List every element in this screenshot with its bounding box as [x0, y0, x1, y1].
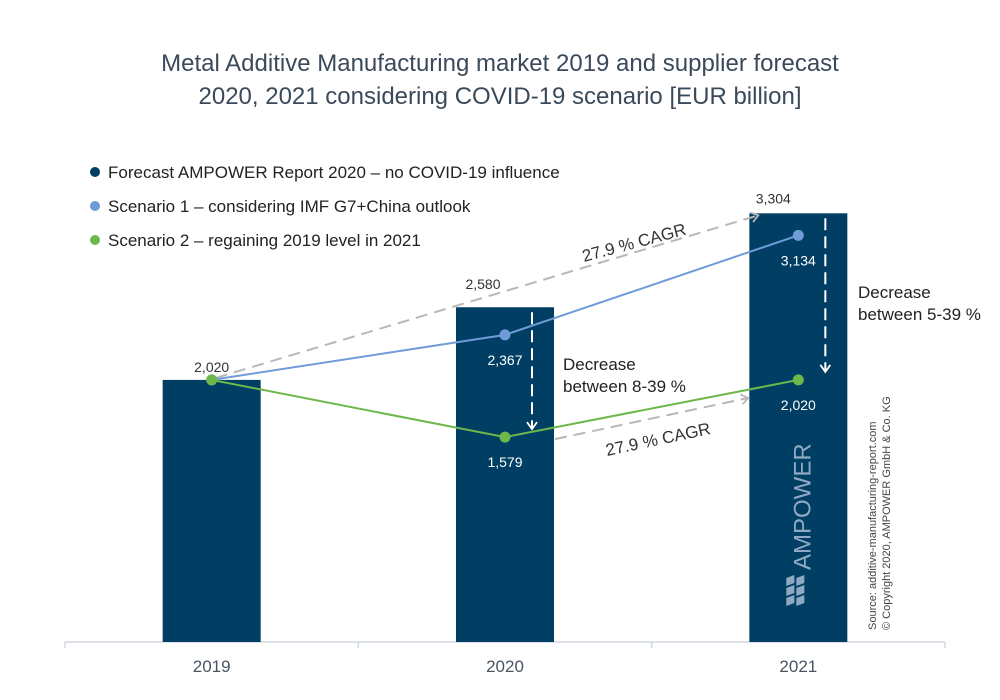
data-label: 2,580	[465, 276, 500, 292]
legend-entry: Scenario 2 – regaining 2019 level in 202…	[108, 231, 421, 250]
legend-marker	[90, 201, 100, 211]
bar-2021	[749, 213, 848, 642]
x-tick-label: 2021	[779, 657, 817, 676]
data-label: 2,367	[487, 352, 522, 368]
chart-title-line-1: Metal Additive Manufacturing market 2019…	[161, 50, 839, 77]
bar-2019	[162, 379, 261, 642]
legend-marker	[90, 235, 100, 245]
scenario-1-point	[792, 229, 804, 241]
decrease-note-2021: between 5-39 %	[858, 305, 981, 324]
scenario-2-point	[792, 374, 804, 386]
data-label: 2,020	[194, 359, 229, 375]
x-tick-label: 2019	[193, 657, 231, 676]
data-label: 3,304	[756, 190, 791, 206]
data-label: 1,579	[487, 454, 522, 470]
ampower-logo	[786, 575, 805, 606]
chart-title-line-2: 2020, 2021 considering COVID-19 scenario…	[198, 83, 802, 110]
legend-entry: Forecast AMPOWER Report 2020 – no COVID-…	[108, 163, 560, 182]
legend-marker	[90, 167, 100, 177]
scenario-2-point	[206, 374, 218, 386]
cagr-arrow-lower	[554, 393, 750, 441]
decrease-note-2020: between 8-39 %	[563, 377, 686, 396]
source-text: Source: additive-manufacturing-report.co…	[867, 422, 879, 630]
ampower-logo-text: AMPOWER	[789, 443, 816, 570]
x-tick-label: 2020	[486, 657, 524, 676]
data-label: 3,134	[781, 252, 816, 268]
copyright-text: © Copyright 2020, AMPOWER GmbH & Co. KG	[881, 396, 893, 630]
scenario-2-point	[499, 431, 511, 443]
scenario-1-point	[499, 329, 511, 341]
bar-2020	[456, 307, 554, 642]
legend-entry: Scenario 1 – considering IMF G7+China ou…	[108, 197, 471, 216]
decrease-note-2021: Decrease	[858, 283, 931, 302]
cagr-label-upper: 27.9 % CAGR	[580, 220, 688, 266]
data-label: 2,020	[781, 397, 816, 413]
decrease-note-2020: Decrease	[563, 355, 636, 374]
